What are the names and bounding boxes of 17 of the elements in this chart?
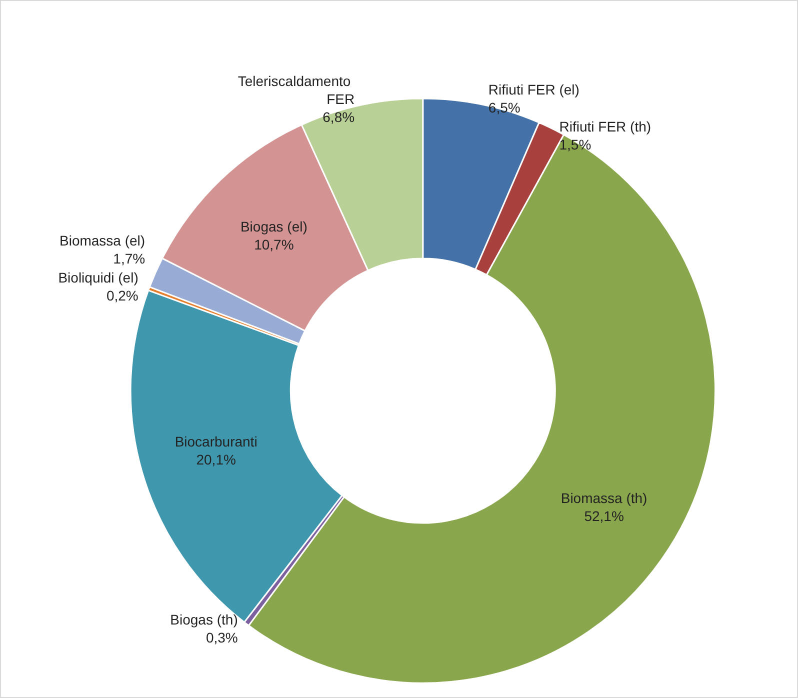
- slice-label: Rifiuti FER (el): [488, 82, 580, 98]
- slice-label: Teleriscaldamento FER: [238, 73, 355, 108]
- slice-label: Bioliquidi (el): [58, 270, 138, 286]
- slice-label: Rifiuti FER (th): [559, 118, 652, 135]
- data-label: 52,1%: [584, 508, 624, 524]
- data-label: 6,8%: [322, 109, 355, 126]
- slice-label: Biocarburanti: [174, 434, 258, 450]
- data-label: 10,7%: [254, 236, 294, 252]
- data-label: 0,2%: [106, 288, 138, 304]
- slice-label: Biomassa (el): [59, 232, 146, 249]
- slice-label: Biomassa (th): [560, 490, 648, 506]
- data-label: 20,1%: [196, 452, 236, 468]
- data-label: 0,3%: [206, 630, 238, 646]
- data-label: 1,7%: [113, 250, 146, 267]
- data-label: 6,5%: [488, 100, 520, 116]
- slice-label: Biogas (th): [170, 612, 238, 628]
- slice-label: Biogas (el): [240, 218, 308, 234]
